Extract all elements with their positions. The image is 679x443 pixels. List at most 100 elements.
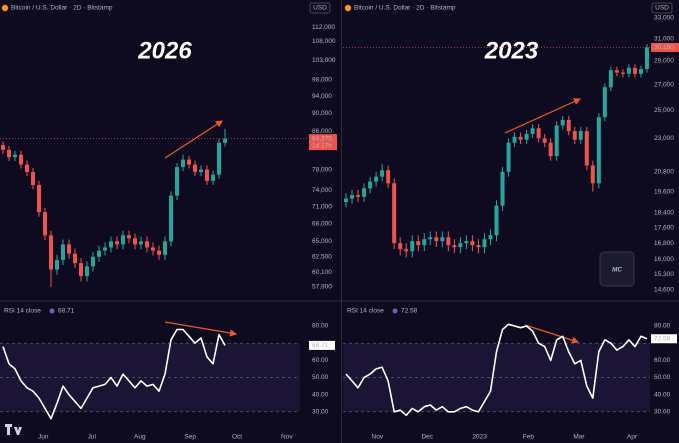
candle-body xyxy=(109,241,113,248)
candle-body xyxy=(133,238,137,245)
y-tick-label: 31,000 xyxy=(654,35,674,42)
y-tick-label: 74,000 xyxy=(312,187,332,194)
tradingview-logo xyxy=(5,424,22,435)
candle-body xyxy=(620,72,625,74)
x-tick-label: Aug xyxy=(134,434,146,441)
candle-body xyxy=(566,119,571,132)
year-annotation: 2026 xyxy=(137,37,192,64)
candle-body xyxy=(476,245,481,248)
candle-body xyxy=(536,128,541,139)
countdown-label: 1d 17h xyxy=(312,142,332,149)
y-tick-label: 98,000 xyxy=(312,76,332,83)
y-tick-label: 25,000 xyxy=(654,107,674,114)
candle-body xyxy=(145,241,149,248)
candle-body xyxy=(560,119,565,126)
rsi-tag-label: 72.58 xyxy=(654,335,671,342)
y-tick-label: 40.00 xyxy=(312,391,329,398)
candle-body xyxy=(590,165,595,184)
y-tick-label: 14,600 xyxy=(654,287,674,294)
y-tick-label: 103,000 xyxy=(312,57,336,64)
candle-body xyxy=(199,169,203,173)
candle-body xyxy=(374,176,379,182)
candle-body xyxy=(410,241,415,252)
y-tick-label: 62,500 xyxy=(312,253,332,260)
symbol-icon xyxy=(344,4,352,12)
candle-body xyxy=(127,235,131,239)
y-tick-label: 60.00 xyxy=(312,357,329,364)
candle-body xyxy=(55,259,59,270)
y-tick-label: 23,000 xyxy=(654,135,674,142)
price-tag-label: 84,375 xyxy=(312,135,332,142)
candle-body xyxy=(43,212,47,236)
candle-body xyxy=(506,142,511,172)
y-tick-label: 16,000 xyxy=(654,256,674,263)
candle-body xyxy=(49,235,53,270)
y-tick-label: 108,000 xyxy=(312,38,336,45)
candle-body xyxy=(169,195,173,242)
rsi-line xyxy=(2,328,226,420)
candle-body xyxy=(79,263,83,277)
candle-body xyxy=(205,169,209,181)
y-tick-label: 27,000 xyxy=(654,81,674,88)
chart-header: Bitcoin / U.S. Dollar · 2D · Bitstamp xyxy=(11,5,113,12)
candle-body xyxy=(518,136,523,140)
x-tick-label: Nov xyxy=(281,434,293,441)
y-tick-label: 40.00 xyxy=(654,391,671,398)
y-tick-label: 60.00 xyxy=(654,357,671,364)
candle-body xyxy=(392,183,397,244)
candle-body xyxy=(452,245,457,248)
candle-body xyxy=(211,174,215,181)
rsi-icon xyxy=(49,308,55,314)
x-tick-label: Feb xyxy=(523,434,535,441)
candle-body xyxy=(91,256,95,267)
candle-body xyxy=(422,239,427,246)
trend-arrow xyxy=(164,321,238,337)
candle-body xyxy=(380,170,385,177)
rsi-header-value: 68.71 xyxy=(58,308,75,315)
y-tick-label: 94,000 xyxy=(312,93,332,100)
candle-body xyxy=(404,249,409,252)
candle-body xyxy=(1,145,5,150)
rsi-header: RSI 14 close xyxy=(347,308,384,315)
candle-body xyxy=(193,164,197,173)
y-tick-label: 71,000 xyxy=(312,203,332,210)
candle-body xyxy=(578,131,583,140)
chart-header: Bitcoin / U.S. Dollar · 2D · Bitstamp xyxy=(354,5,456,12)
candle-body xyxy=(181,159,185,168)
trend-arrow xyxy=(504,98,582,134)
candle-body xyxy=(446,237,451,246)
y-tick-label: 30.00 xyxy=(654,409,671,416)
y-tick-label: 17,600 xyxy=(654,224,674,231)
logo-box xyxy=(599,251,635,287)
price-tag xyxy=(651,42,679,52)
rsi-tag-label: 68.71 xyxy=(312,342,329,349)
x-tick-label: Nov xyxy=(372,434,384,441)
candle-body xyxy=(368,181,373,189)
trend-arrow xyxy=(164,120,224,159)
candle-body xyxy=(344,198,349,203)
candle-body xyxy=(464,241,469,244)
rsi-header: RSI 14 close xyxy=(4,308,41,315)
y-tick-label: 29,000 xyxy=(654,58,674,65)
y-tick-label: 15,300 xyxy=(654,271,674,278)
candle-body xyxy=(602,87,607,118)
candle-body xyxy=(103,247,107,251)
rsi-line xyxy=(345,323,648,417)
y-tick-label: 20,800 xyxy=(654,169,674,176)
y-tick-label: 86,000 xyxy=(312,128,332,135)
candle-body xyxy=(596,117,601,184)
candle-body xyxy=(488,235,493,240)
symbol-icon xyxy=(1,4,9,12)
y-tick-label: 33,000 xyxy=(654,14,674,21)
candle-body xyxy=(524,133,529,140)
candle-body xyxy=(512,136,517,143)
candle-body xyxy=(608,70,613,88)
candle-body xyxy=(350,195,355,199)
candle-body xyxy=(644,47,649,70)
candle-body xyxy=(61,244,65,260)
x-tick-label: Mar xyxy=(573,434,585,441)
candle-body xyxy=(37,185,41,213)
currency-label: USD xyxy=(655,5,669,12)
x-tick-label: Jun xyxy=(38,434,49,441)
